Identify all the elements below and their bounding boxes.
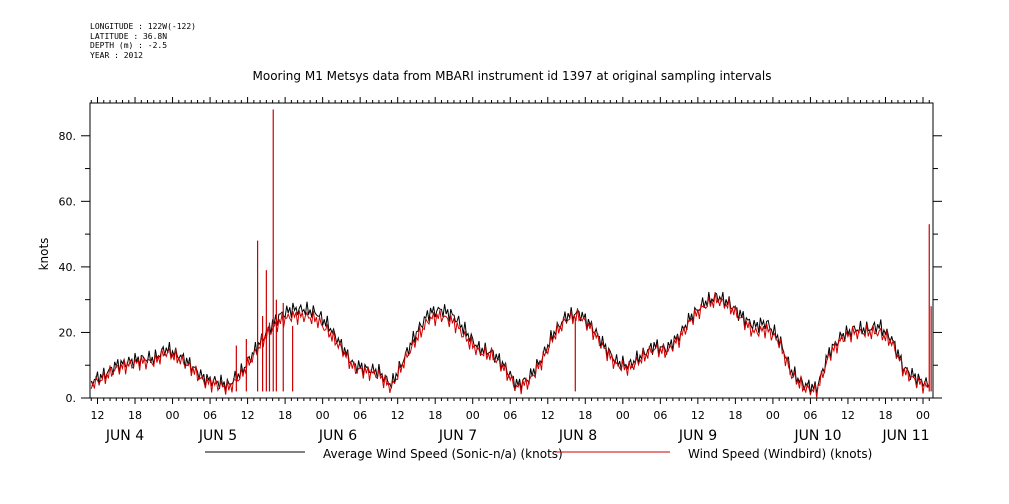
series-layer (90, 109, 932, 399)
x-hour-label: 12 (241, 409, 255, 422)
x-hour-label: 18 (878, 409, 892, 422)
x-day-label: JUN 7 (438, 428, 477, 444)
y-axis-label: knots (37, 238, 51, 271)
x-day-label: JUN 9 (678, 428, 717, 444)
chart-title: Mooring M1 Metsys data from MBARI instru… (253, 69, 772, 83)
x-hour-label: 06 (503, 409, 517, 422)
series-line-windbird (90, 292, 930, 399)
x-day-label: JUN 10 (793, 428, 841, 444)
x-day-label: JUN 5 (198, 428, 237, 444)
x-hour-label: 06 (353, 409, 367, 422)
meta-latitude: LATITUDE : 36.8N (90, 31, 168, 41)
x-hour-label: 12 (541, 409, 555, 422)
legend: Average Wind Speed (Sonic-n/a) (knots) W… (205, 447, 872, 461)
x-hour-label: 00 (166, 409, 180, 422)
x-hour-label: 18 (278, 409, 292, 422)
meta-year: YEAR : 2012 (90, 50, 143, 60)
x-hour-label: 12 (91, 409, 105, 422)
x-hour-label: 00 (766, 409, 780, 422)
x-hour-label: 00 (316, 409, 330, 422)
y-tick-label: 0. (66, 392, 77, 405)
x-hour-label: 18 (428, 409, 442, 422)
x-hour-label: 06 (203, 409, 217, 422)
y-tick-label: 20. (59, 326, 77, 339)
x-axis: 12 18 00 06 12 18 00 06 12 18 00 06 12 18 00 06 12 18 00 06… (91, 97, 930, 444)
x-day-label: JUN 11 (881, 428, 929, 444)
x-hour-label: 18 (728, 409, 742, 422)
x-hour-label: 18 (578, 409, 592, 422)
x-hour-label: 12 (841, 409, 855, 422)
meta-longitude: LONGITUDE : 122W(-122) (90, 22, 196, 31)
x-hour-label: 06 (653, 409, 667, 422)
metadata-block: LONGITUDE : 122W(-122) LATITUDE : 36.8N … (90, 22, 196, 60)
x-hour-label: 00 (466, 409, 480, 422)
y-tick-label: 80. (59, 130, 77, 143)
y-axis: 0. 20. 40. 60. 80. (59, 130, 942, 405)
meta-depth: DEPTH (m) : -2.5 (90, 41, 168, 50)
y-tick-label: 60. (59, 195, 77, 208)
x-hour-label: 00 (916, 409, 930, 422)
x-hour-label: 06 (803, 409, 817, 422)
x-hour-label: 12 (391, 409, 405, 422)
x-day-label: JUN 4 (105, 428, 144, 444)
x-day-label: JUN 8 (558, 428, 597, 444)
x-hour-label: 00 (616, 409, 630, 422)
x-day-label: JUN 6 (318, 428, 357, 444)
x-hour-label: 18 (128, 409, 142, 422)
x-hour-label: 12 (691, 409, 705, 422)
y-tick-label: 40. (59, 261, 77, 274)
legend-label-windbird: Wind Speed (Windbird) (knots) (688, 447, 872, 461)
plot-frame (89, 102, 934, 399)
legend-label-average-wind-speed: Average Wind Speed (Sonic-n/a) (knots) (323, 447, 563, 461)
